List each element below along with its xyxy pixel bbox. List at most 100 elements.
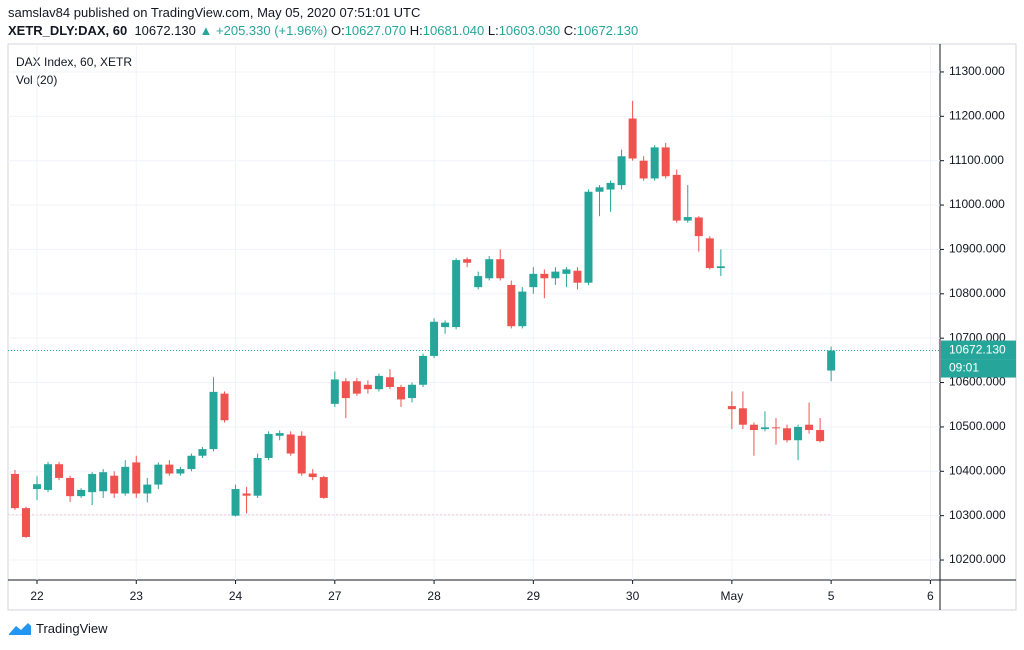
candle-body <box>55 464 64 478</box>
candle-body <box>308 473 317 478</box>
candle-body <box>507 284 516 327</box>
y-tick-label: 11100.000 <box>949 153 1004 167</box>
candle-body <box>143 484 152 494</box>
candle-body <box>518 291 527 327</box>
candle-body <box>617 156 626 186</box>
low-label: L: <box>487 23 499 38</box>
y-tick-label: 10600.000 <box>949 375 1006 389</box>
last: 10672.130 <box>134 23 196 38</box>
chart-frame <box>7 43 1017 611</box>
y-tick-label: 10300.000 <box>949 508 1006 522</box>
candle-body <box>264 434 273 458</box>
candle-body <box>110 475 119 494</box>
symbol: XETR_DLY:DAX, 60 <box>8 23 128 38</box>
candle-body <box>628 118 637 159</box>
high-label: H: <box>409 23 423 38</box>
candle-body <box>231 489 240 516</box>
candle-body <box>396 386 405 400</box>
y-tick-label: 10400.000 <box>949 463 1006 477</box>
candle-body <box>286 434 295 454</box>
candle-body <box>705 238 714 269</box>
candle-body <box>540 273 549 279</box>
candle-body <box>132 462 141 494</box>
arrow: ▲ <box>199 23 213 38</box>
candle-body <box>639 160 648 179</box>
candle-body <box>242 493 251 496</box>
x-tick-label: May <box>721 589 744 603</box>
candle-body <box>275 433 284 436</box>
candle-body <box>650 147 659 179</box>
candle-body <box>297 435 306 474</box>
y-tick-label: 10200.000 <box>949 552 1006 566</box>
x-tick-label: 28 <box>427 589 441 603</box>
candle-body <box>551 271 560 279</box>
candle-body <box>760 427 769 430</box>
y-tick-label: 11000.000 <box>949 197 1005 211</box>
candle-body <box>430 321 439 356</box>
candle-body <box>220 393 229 421</box>
candle-body <box>66 477 75 497</box>
legend-title: DAX Index, 60, XETR <box>16 55 132 69</box>
candle-body <box>341 381 350 399</box>
candle-body <box>794 426 803 441</box>
candle-body <box>827 350 836 371</box>
candle-body <box>121 466 130 494</box>
candle-body <box>330 379 339 404</box>
candle-body <box>463 259 472 263</box>
candle-body <box>385 377 394 387</box>
last-price-box <box>941 340 1016 360</box>
candle-body <box>672 174 681 221</box>
brand: TradingView <box>36 621 108 636</box>
x-tick-label: 24 <box>229 589 243 603</box>
x-tick-label: 29 <box>527 589 541 603</box>
author-line: samslav84 published on TradingView.com, … <box>8 5 421 20</box>
x-tick-label: 23 <box>130 589 144 603</box>
candle-body <box>176 469 185 474</box>
candle-body <box>716 266 725 269</box>
y-tick-label: 11200.000 <box>949 108 1005 122</box>
candle-body <box>474 276 483 288</box>
close: 10672.130 <box>576 23 639 38</box>
candle-body <box>683 217 692 221</box>
candle-body <box>33 484 42 490</box>
candle-body <box>584 191 593 283</box>
y-tick-label: 11300.000 <box>949 64 1005 78</box>
candle-body <box>165 464 174 474</box>
last-price-label: 10672.130 <box>949 343 1006 357</box>
candle-body <box>44 464 53 490</box>
candle-body <box>529 273 538 288</box>
low: 10603.030 <box>498 23 561 38</box>
x-tick-label: 5 <box>828 589 835 603</box>
close-label: C: <box>563 23 577 38</box>
candle-body <box>738 408 747 425</box>
candle-body <box>595 187 604 192</box>
candle-body <box>661 147 670 177</box>
candle-body <box>805 424 814 431</box>
candle-body <box>749 424 758 431</box>
y-tick-label: 10800.000 <box>949 286 1006 300</box>
candle-body <box>363 384 372 390</box>
grid <box>8 44 940 580</box>
candle-body <box>77 489 86 497</box>
x-tick-label: 27 <box>328 589 342 603</box>
x-tick-label: 30 <box>626 589 640 603</box>
candle-body <box>496 259 505 279</box>
candle-body <box>198 449 207 456</box>
candle-body <box>816 430 825 442</box>
countdown-box <box>941 359 1016 378</box>
high: 10681.040 <box>422 23 485 38</box>
x-tick-label: 22 <box>30 589 44 603</box>
candle-body <box>209 391 218 450</box>
candle-body <box>441 322 450 328</box>
candle-body <box>319 477 328 498</box>
candle-body <box>573 270 582 283</box>
candle-body <box>88 473 97 493</box>
logo <box>9 622 31 635</box>
candle-body <box>783 428 792 441</box>
candle-body <box>10 473 19 509</box>
candle-body <box>99 472 108 492</box>
open: 10627.070 <box>344 23 407 38</box>
candle-body <box>408 384 417 399</box>
